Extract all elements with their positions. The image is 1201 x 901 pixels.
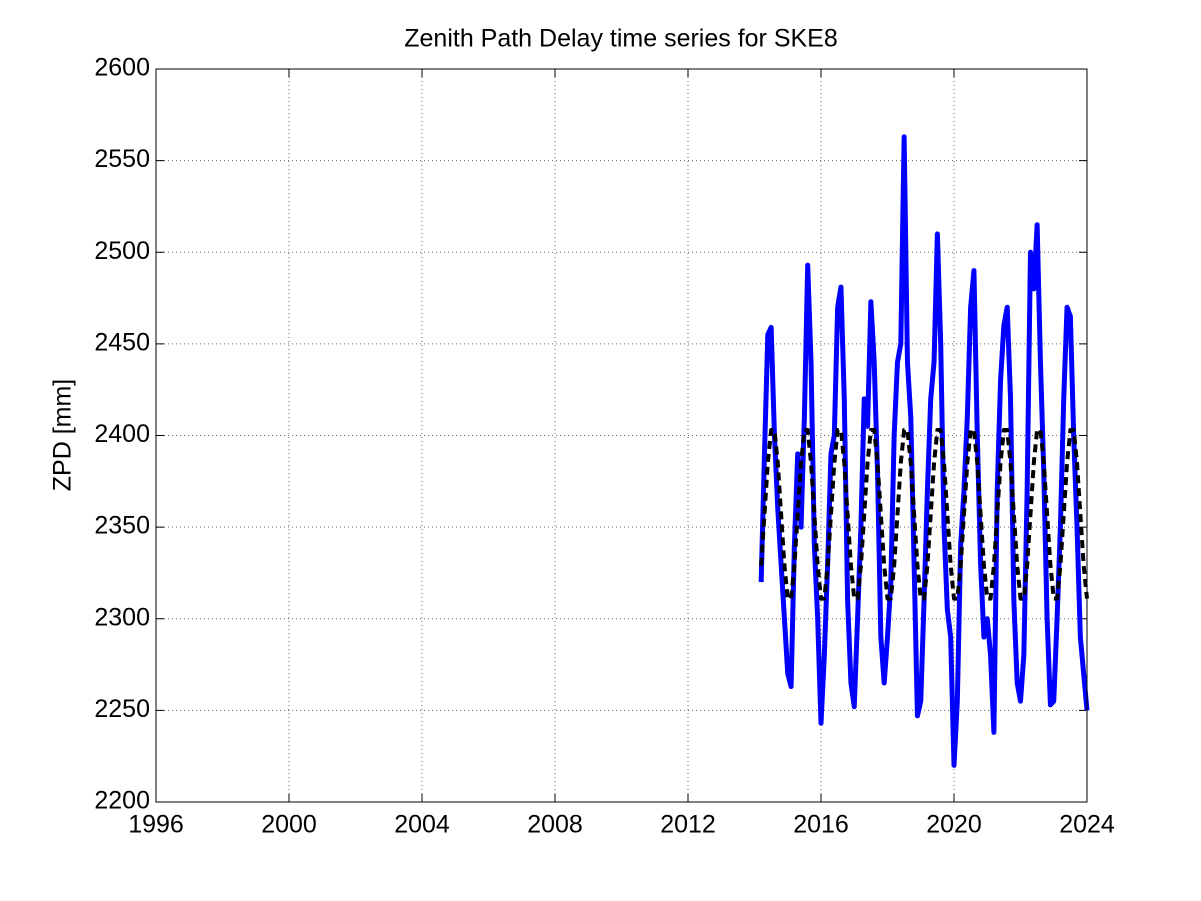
y-tick-label: 2250 — [94, 695, 150, 723]
y-tick-label: 2600 — [94, 54, 150, 82]
y-tick-label: 2550 — [94, 145, 150, 173]
y-tick-label: 2400 — [94, 420, 150, 448]
x-tick-label: 2020 — [926, 811, 982, 839]
x-tick-label: 2000 — [261, 811, 317, 839]
y-tick-label: 2350 — [94, 512, 150, 540]
x-tick-label: 2024 — [1059, 811, 1115, 839]
x-tick-label: 2016 — [793, 811, 849, 839]
chart-title: Zenith Path Delay time series for SKE8 — [404, 25, 838, 53]
x-tick-label: 2008 — [527, 811, 583, 839]
y-axis-label: ZPD [mm] — [49, 379, 77, 492]
x-tick-label: 2012 — [660, 811, 716, 839]
x-tick-label: 2004 — [394, 811, 450, 839]
fit-line — [759, 428, 1089, 601]
x-tick-label: 1996 — [128, 811, 184, 839]
y-tick-label: 2200 — [94, 787, 150, 815]
y-tick-label: 2300 — [94, 603, 150, 631]
plot-frame — [155, 68, 1088, 803]
y-tick-label: 2450 — [94, 328, 150, 356]
y-tick-label: 2500 — [94, 237, 150, 265]
